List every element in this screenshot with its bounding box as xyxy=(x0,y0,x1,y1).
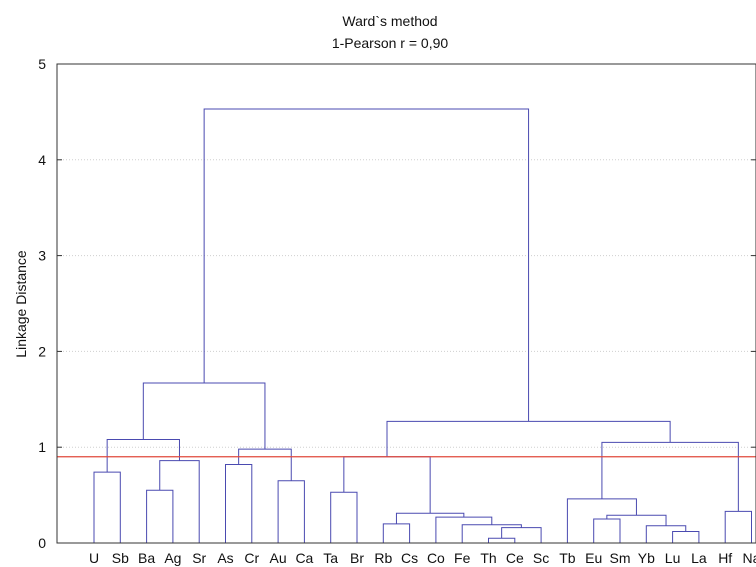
leaf-label-lu: Lu xyxy=(665,550,681,566)
leaf-label-u: U xyxy=(89,550,99,566)
branch-link xyxy=(107,440,179,473)
leaf-label-ba: Ba xyxy=(138,550,155,566)
branch-link xyxy=(502,528,541,543)
leaf-label-tb: Tb xyxy=(559,550,576,566)
branch-link xyxy=(226,464,252,543)
leaf-label-sb: Sb xyxy=(112,550,129,566)
chart-title: Ward`s method xyxy=(342,13,437,29)
leaf-label-rb: Rb xyxy=(374,550,392,566)
leaf-label-th: Th xyxy=(480,550,496,566)
y-tick-label: 4 xyxy=(38,152,46,168)
branch-link xyxy=(204,109,528,421)
leaf-label-as: As xyxy=(217,550,233,566)
branch-link xyxy=(594,519,620,543)
branch-link xyxy=(331,492,357,543)
branch-link xyxy=(387,421,670,456)
leaf-label-eu: Eu xyxy=(585,550,602,566)
leaf-label-cs: Cs xyxy=(401,550,418,566)
branch-link xyxy=(725,511,751,543)
y-axis-label: Linkage Distance xyxy=(13,250,29,358)
branch-link xyxy=(396,513,463,524)
leaf-label-br: Br xyxy=(350,550,364,566)
branch-link xyxy=(567,499,636,543)
y-tick-label: 5 xyxy=(38,56,46,72)
leaf-label-ca: Ca xyxy=(295,550,313,566)
leaf-label-la: La xyxy=(691,550,707,566)
plot-frame xyxy=(57,64,756,543)
branch-link xyxy=(160,461,199,543)
leaf-label-yb: Yb xyxy=(638,550,655,566)
leaf-label-ag: Ag xyxy=(164,550,181,566)
leaf-label-au: Au xyxy=(270,550,287,566)
y-tick-label: 1 xyxy=(38,439,46,455)
branch-link xyxy=(94,472,120,543)
branch-link xyxy=(673,532,699,543)
leaf-label-sr: Sr xyxy=(192,550,206,566)
branch-link xyxy=(383,524,409,543)
leaf-label-sc: Sc xyxy=(533,550,549,566)
branch-link xyxy=(278,481,304,543)
dendrogram-branches xyxy=(94,109,752,543)
y-tick-label: 0 xyxy=(38,535,46,551)
leaf-label-ce: Ce xyxy=(506,550,524,566)
leaf-label-co: Co xyxy=(427,550,445,566)
chart-subtitle: 1-Pearson r = 0,90 xyxy=(332,35,449,51)
branch-link xyxy=(147,490,173,543)
gridlines xyxy=(57,160,756,447)
y-tick-label: 2 xyxy=(38,343,46,359)
leaf-labels: U Sb Ba Ag Sr As Cr Au Ca Ta Br Rb Cs Co Fe Th Ce Sc Tb Eu S… xyxy=(89,550,756,566)
branch-link xyxy=(607,515,666,526)
leaf-label-cr: Cr xyxy=(244,550,259,566)
leaf-label-sm: Sm xyxy=(610,550,631,566)
leaf-label-na: Na xyxy=(743,550,756,566)
y-axis: 0 1 2 3 4 5 xyxy=(38,56,756,551)
leaf-label-fe: Fe xyxy=(454,550,471,566)
branch-link xyxy=(646,526,685,543)
leaf-label-hf: Hf xyxy=(718,550,732,566)
leaf-label-ta: Ta xyxy=(323,550,338,566)
y-tick-label: 3 xyxy=(38,248,46,264)
branch-link xyxy=(602,442,738,511)
branch-link xyxy=(489,538,515,543)
branch-link xyxy=(436,517,492,543)
